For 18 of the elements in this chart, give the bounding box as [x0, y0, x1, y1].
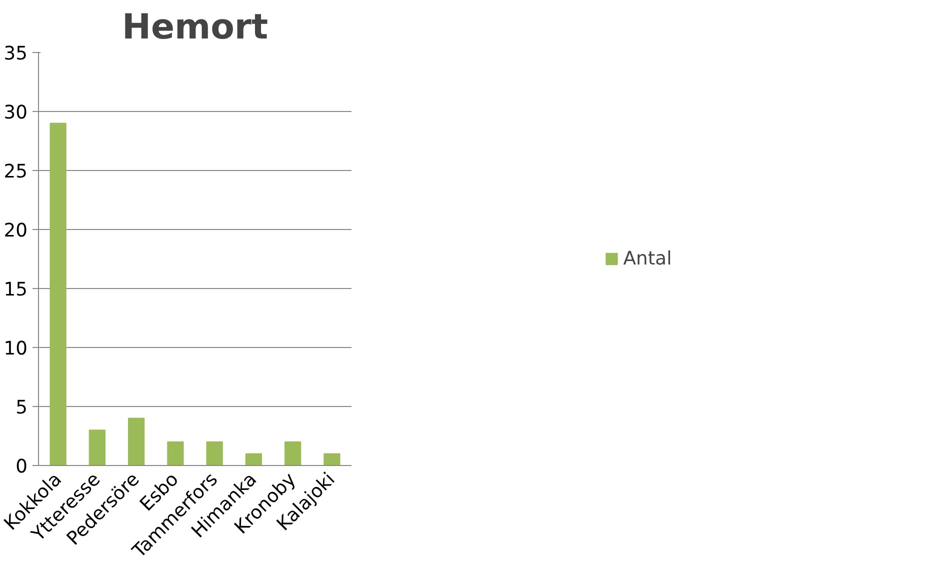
bar [128, 418, 145, 466]
y-tick-label: 0 [16, 456, 28, 478]
y-tick-label: 20 [4, 220, 28, 242]
bar [88, 430, 106, 466]
y-tick-label: 35 [4, 44, 28, 64]
y-tick-label: 25 [4, 162, 28, 182]
y-tick-label: 15 [4, 280, 28, 300]
y-tick-label: 10 [4, 338, 28, 360]
bar [324, 453, 340, 466]
y-tick-label: 30 [4, 102, 28, 124]
legend-label: Antal [623, 248, 672, 269]
chart-title: Hemort [122, 8, 268, 48]
bar [167, 441, 184, 466]
bar [50, 122, 66, 466]
bar [206, 441, 223, 466]
y-tick-label: 5 [16, 398, 28, 418]
bar [284, 441, 302, 466]
bar [245, 453, 262, 466]
